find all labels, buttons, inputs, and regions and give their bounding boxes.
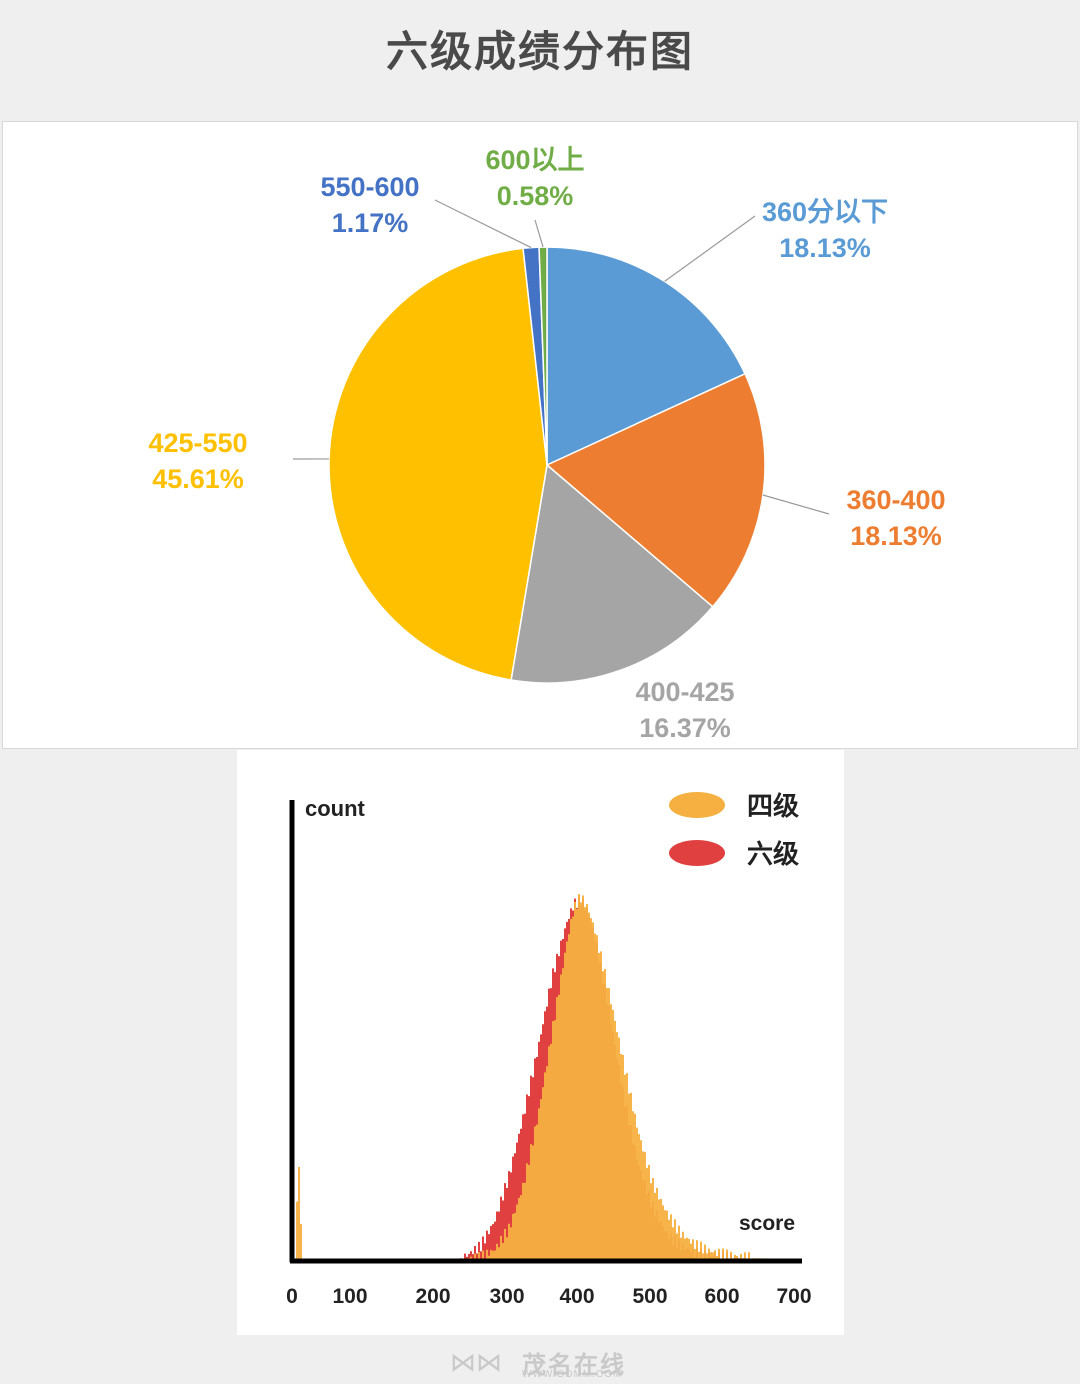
pie-label-3: 425-550 45.61% (128, 425, 268, 497)
pie-leader-line-1 (762, 494, 830, 515)
pie-slice-5 (538, 246, 548, 466)
x-tick-label-4: 400 (559, 1285, 594, 1308)
page-title: 六级成绩分布图 (385, 27, 694, 76)
pie-leader-line-4 (434, 199, 532, 249)
pie-label-name: 600以上 (485, 145, 585, 175)
histogram-panel: count score 0 100 200 300 400 500 600 700 四级六级 (237, 750, 844, 1335)
pie-label-2: 400-425 16.37% (615, 674, 755, 746)
pie-chart (292, 199, 830, 684)
watermark-logo-icon: ⋈⋈ (450, 1347, 502, 1377)
pie-label-name: 550-600 (320, 172, 420, 202)
pie-slice-3 (328, 247, 548, 681)
pie-label-value: 0.58% (496, 181, 574, 211)
x-tick-label-2: 200 (415, 1285, 450, 1308)
histogram-series-0 (294, 894, 796, 1259)
pie-label-value: 16.37% (639, 713, 731, 743)
pie-label-name: 360-400 (846, 485, 946, 515)
x-tick-label-1: 100 (332, 1285, 367, 1308)
pie-label-0: 360分以下 18.13% (745, 194, 905, 266)
pie-label-value: 18.13% (850, 521, 942, 551)
pie-slice-2 (510, 463, 714, 684)
legend-label-1: 六级 (747, 839, 799, 869)
pie-leader-line-0 (664, 215, 756, 282)
pie-label-4: 550-600 1.17% (300, 169, 440, 241)
pie-label-value: 18.13% (779, 233, 871, 263)
pie-label-value: 1.17% (331, 208, 409, 238)
x-tick-label-6: 600 (704, 1285, 739, 1308)
x-tick-label-3: 300 (489, 1285, 524, 1308)
y-axis-label: count (305, 796, 366, 821)
x-tick-label-0: 0 (286, 1285, 298, 1308)
watermark: ⋈⋈ 茂名在线 WWW.GDMM.COM (440, 1345, 660, 1381)
pie-label-5: 600以上 0.58% (460, 142, 610, 214)
pie-label-name: 425-550 (148, 428, 248, 458)
legend-label-0: 四级 (747, 791, 799, 821)
legend-swatch-0 (669, 792, 725, 818)
x-tick-label-7: 700 (776, 1285, 811, 1308)
legend-swatch-1 (669, 840, 725, 866)
watermark-url: WWW.GDMM.COM (522, 1369, 623, 1380)
watermark-brand: 茂名在线 (522, 1352, 626, 1379)
pie-label-name: 360分以下 (761, 197, 889, 227)
pie-slice-0 (546, 246, 747, 467)
pie-leader-line-5 (534, 219, 544, 248)
pie-label-name: 400-425 (635, 677, 735, 707)
pie-label-value: 45.61% (152, 464, 244, 494)
pie-slice-1 (545, 372, 766, 608)
x-tick-label-5: 500 (632, 1285, 667, 1308)
x-axis-label: score (739, 1212, 795, 1235)
pie-chart-panel: 360分以下 18.13% 360-400 18.13% 400-425 16.37% 42… (2, 121, 1078, 749)
pie-label-1: 360-400 18.13% (826, 482, 966, 554)
